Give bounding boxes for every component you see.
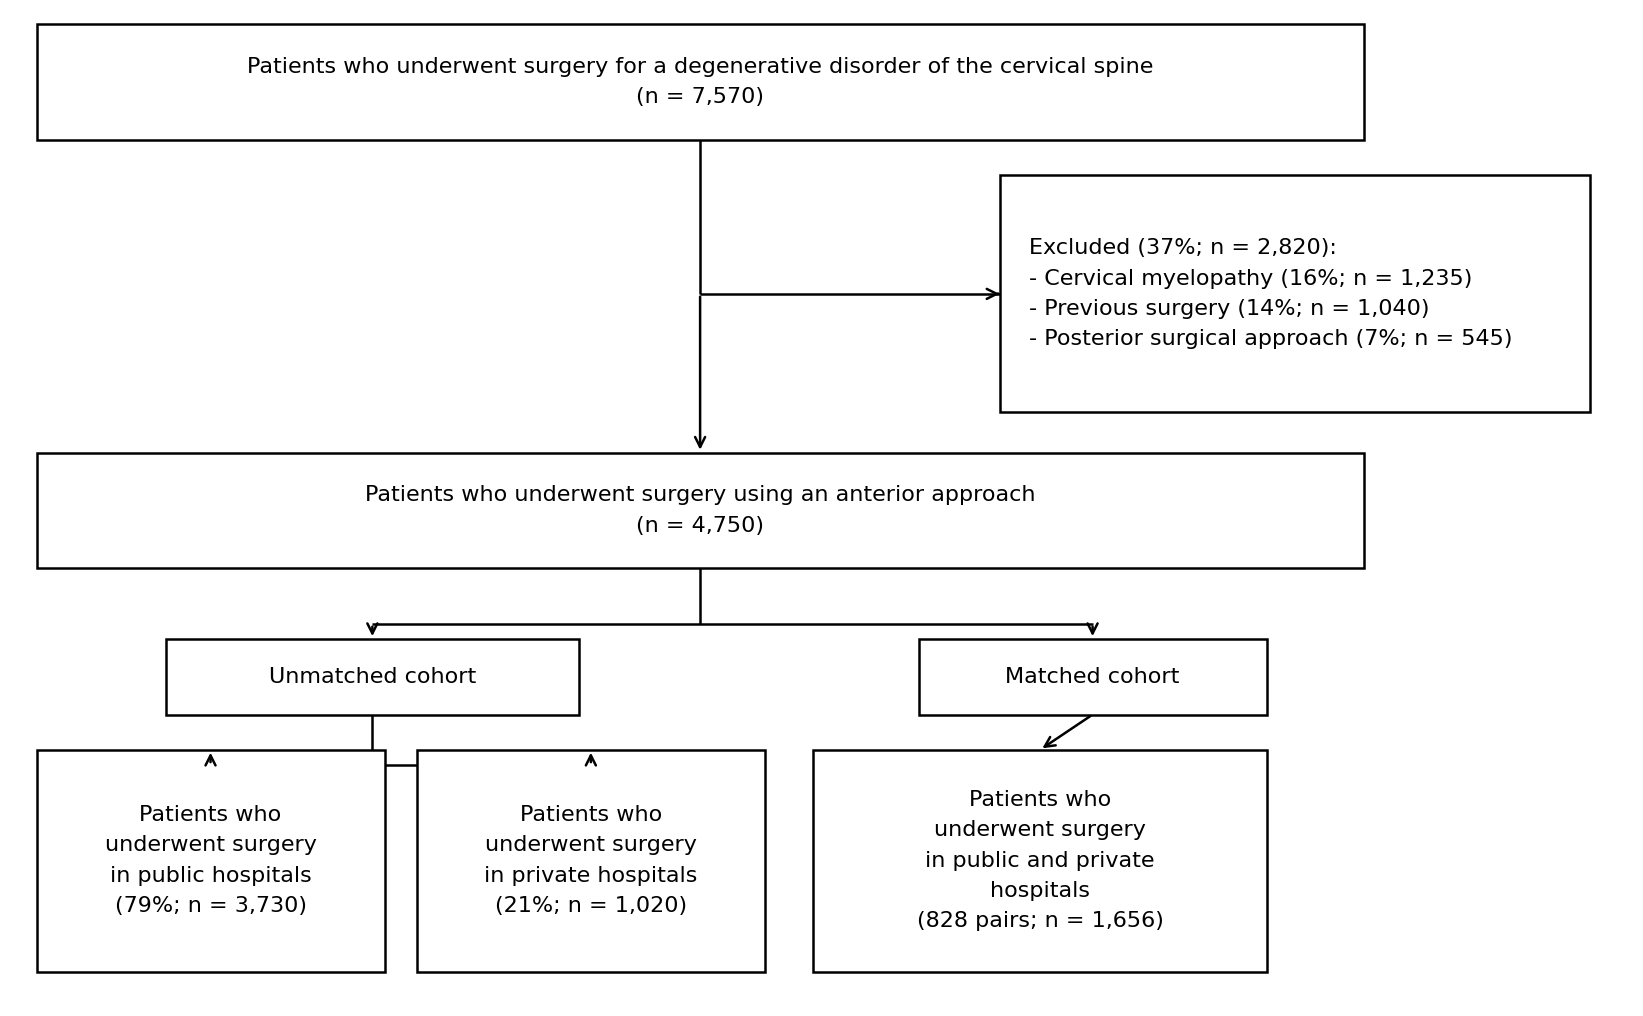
Bar — [36, 750, 384, 971]
Bar — [918, 639, 1267, 714]
Bar — [166, 639, 578, 714]
Text: Patients who
underwent surgery
in private hospitals
(21%; n = 1,020): Patients who underwent surgery in privat… — [485, 805, 698, 916]
Text: Patients who underwent surgery for a degenerative disorder of the cervical spine: Patients who underwent surgery for a deg… — [246, 57, 1153, 108]
Bar — [813, 750, 1267, 971]
Bar — [999, 176, 1590, 412]
Text: Patients who
underwent surgery
in public and private
hospitals
(828 pairs; n = 1: Patients who underwent surgery in public… — [917, 789, 1163, 932]
Text: Excluded (37%; n = 2,820):
- Cervical myelopathy (16%; n = 1,235)
- Previous sur: Excluded (37%; n = 2,820): - Cervical my… — [1029, 239, 1512, 350]
Text: Patients who
underwent surgery
in public hospitals
(79%; n = 3,730): Patients who underwent surgery in public… — [105, 805, 317, 916]
Bar — [36, 452, 1364, 569]
Text: Patients who underwent surgery using an anterior approach
(n = 4,750): Patients who underwent surgery using an … — [365, 486, 1035, 535]
Bar — [417, 750, 766, 971]
Text: Matched cohort: Matched cohort — [1006, 666, 1180, 687]
Bar — [36, 24, 1364, 140]
Text: Unmatched cohort: Unmatched cohort — [269, 666, 476, 687]
